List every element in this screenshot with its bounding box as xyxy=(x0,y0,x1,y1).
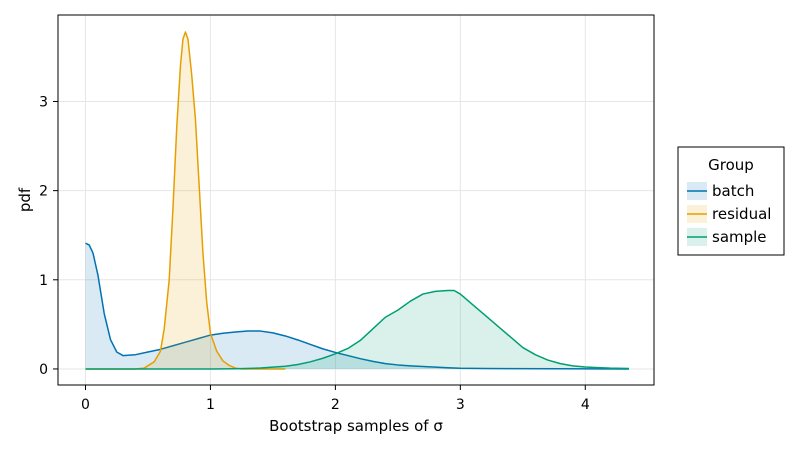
series-area-sample xyxy=(85,290,630,369)
x-tick-label: 1 xyxy=(206,397,215,413)
x-tick-label: 3 xyxy=(456,397,465,413)
series-line-batch xyxy=(85,242,630,370)
legend-title: Group xyxy=(708,156,754,174)
legend-label-residual: residual xyxy=(712,205,771,223)
x-tick-label: 4 xyxy=(581,397,590,413)
series-layer xyxy=(85,31,630,370)
y-axis-label: pdf xyxy=(16,187,34,212)
x-axis-label: Bootstrap samples of σ xyxy=(269,417,443,435)
plot-frame xyxy=(57,14,655,386)
series-line-residual xyxy=(85,31,286,370)
legend: Group batch residual sample xyxy=(677,146,785,256)
x-tick-label: 0 xyxy=(81,397,90,413)
y-tick-label: 0 xyxy=(39,362,48,378)
y-tick-label: 1 xyxy=(39,273,48,289)
legend-label-batch: batch xyxy=(712,182,754,200)
legend-entries: batch residual sample xyxy=(687,182,771,246)
tick-layer: 0 1 2 3 4 0 1 2 3 xyxy=(39,94,590,413)
y-tick-label: 2 xyxy=(39,184,48,200)
legend-label-sample: sample xyxy=(712,228,767,246)
x-tick-label: 2 xyxy=(331,397,340,413)
series-line-sample xyxy=(85,289,630,370)
y-tick-label: 3 xyxy=(39,94,48,110)
series-area-batch xyxy=(85,243,630,369)
series-area-residual xyxy=(85,31,286,369)
grid-layer xyxy=(58,15,654,385)
